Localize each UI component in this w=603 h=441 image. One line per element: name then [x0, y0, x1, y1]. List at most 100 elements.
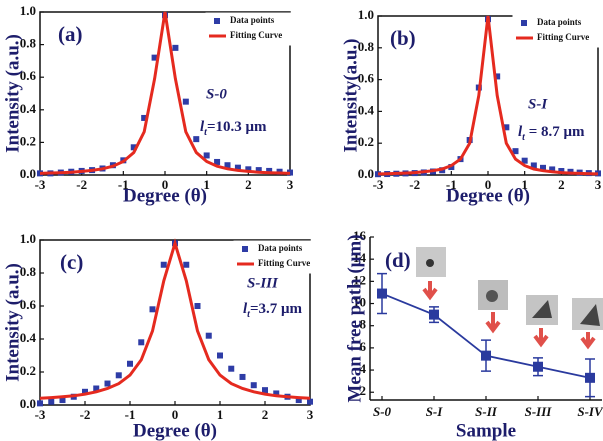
y-tick-label: 2 — [360, 383, 367, 398]
data-point — [481, 350, 491, 361]
x-tick-label: 1 — [203, 177, 210, 192]
data-point — [205, 332, 212, 339]
data-point — [182, 98, 189, 105]
fit-curve — [377, 15, 599, 176]
y-axis-label: Mean free path (μm) — [344, 234, 365, 402]
panel-label: (d) — [385, 248, 411, 272]
data-point — [217, 352, 223, 359]
data-point — [194, 303, 201, 309]
data-point — [239, 373, 246, 380]
legend-label: Fitting Curve — [537, 32, 589, 42]
y-tick-label: 0.0 — [358, 166, 374, 181]
x-tick-label: 3 — [287, 177, 294, 192]
length-value: =10.3 μm — [207, 119, 267, 135]
legend-label: Fitting Curve — [230, 30, 282, 40]
legend-label: Data points — [537, 17, 582, 27]
data-point — [245, 166, 252, 173]
y-tick-label: 0.2 — [20, 133, 36, 148]
x-tick-label: 0 — [485, 177, 492, 192]
y-tick-label: 1.0 — [20, 3, 36, 18]
x-tick-label: 0 — [172, 407, 179, 422]
fit-curve — [39, 238, 311, 400]
x-tick-label: -1 — [446, 177, 457, 192]
data-point — [255, 167, 262, 174]
data-point — [262, 387, 268, 394]
data-point — [37, 400, 43, 407]
y-tick-label: 0.6 — [358, 71, 375, 86]
data-point — [214, 158, 221, 165]
fit-curve — [39, 11, 291, 175]
sample-image-detail — [426, 259, 434, 267]
data-point — [48, 398, 55, 405]
y-axis-label: Intensity(a.u.) — [340, 38, 361, 152]
panel-label: (a) — [58, 22, 83, 46]
x-tick-label: S-IV — [577, 404, 603, 419]
data-point — [138, 339, 145, 346]
x-tick-label: -1 — [125, 407, 136, 422]
y-tick-label: 8 — [360, 317, 367, 332]
data-point — [115, 372, 122, 379]
length-subscript: t — [247, 309, 251, 320]
sample-name: S-0 — [206, 86, 227, 102]
legend-label: Data points — [230, 15, 275, 25]
x-tick-label: -3 — [373, 177, 384, 192]
x-tick-label: 1 — [217, 407, 224, 422]
data-point — [540, 164, 546, 171]
data-point — [521, 157, 528, 164]
data-point — [130, 144, 137, 151]
y-tick-label: 0.4 — [20, 101, 37, 116]
legend-box — [205, 12, 293, 46]
data-point — [224, 162, 231, 169]
y-tick-label: 0.0 — [20, 396, 36, 411]
x-tick-label: S-III — [525, 404, 553, 419]
x-axis-label: Degree (θ) — [133, 420, 217, 441]
panel: 0.0 0.2 0.4 0.6 0.8 1.0 -3 -2 -1 0 1 2 3 Data points F… — [2, 231, 321, 441]
sample-image-detail — [580, 304, 600, 326]
y-tick-label: 0.0 — [20, 166, 36, 181]
x-axis-label: Degree (θ) — [446, 185, 530, 206]
y-tick-label: 16 — [353, 228, 367, 243]
length-symbol: l — [518, 124, 523, 140]
length-label: lt=3.7 μm — [243, 301, 303, 320]
x-tick-label: 0 — [162, 177, 169, 192]
data-point — [585, 372, 595, 383]
x-tick-label: S-0 — [373, 404, 392, 419]
legend-label: Data points — [258, 243, 303, 253]
data-point — [429, 309, 439, 320]
sample-image-detail — [532, 300, 552, 318]
legend-swatch — [214, 18, 220, 24]
panel-label: (c) — [60, 250, 83, 274]
x-tick-label: S-I — [426, 404, 444, 419]
x-tick-label: 3 — [307, 407, 314, 422]
length-value: =3.7 μm — [250, 301, 303, 317]
data-point — [295, 397, 302, 404]
x-tick-label: 1 — [521, 177, 528, 192]
arrow — [533, 328, 549, 348]
legend-box — [512, 14, 600, 48]
legend-box — [233, 240, 321, 274]
length-label: lt=10.3 μm — [200, 119, 267, 138]
sample-image-detail — [486, 290, 498, 302]
x-tick-label: -3 — [35, 407, 46, 422]
x-tick-label: 2 — [558, 177, 565, 192]
data-point — [234, 164, 241, 171]
y-tick-label: 0.8 — [20, 36, 37, 51]
x-tick-label: S-II — [475, 404, 498, 419]
y-axis-label: Intensity (a.u.) — [2, 263, 23, 382]
y-tick-label: 10 — [353, 295, 366, 310]
data-point — [533, 361, 543, 372]
data-point — [193, 136, 200, 143]
x-tick-label: -1 — [118, 177, 129, 192]
panel: 0.0 0.2 0.4 0.6 0.8 1.0 -3 -2 -1 0 1 2 3 Data points F… — [2, 3, 293, 206]
data-point — [151, 54, 158, 61]
panel-label: (b) — [390, 26, 416, 50]
y-tick-label: 0.6 — [20, 297, 37, 312]
data-point — [160, 261, 167, 268]
length-symbol: l — [243, 301, 248, 317]
data-point — [307, 398, 313, 405]
data-point — [494, 73, 501, 80]
y-tick-label: 0.8 — [358, 39, 375, 54]
data-point — [82, 388, 88, 395]
y-tick-label: 12 — [353, 272, 366, 287]
